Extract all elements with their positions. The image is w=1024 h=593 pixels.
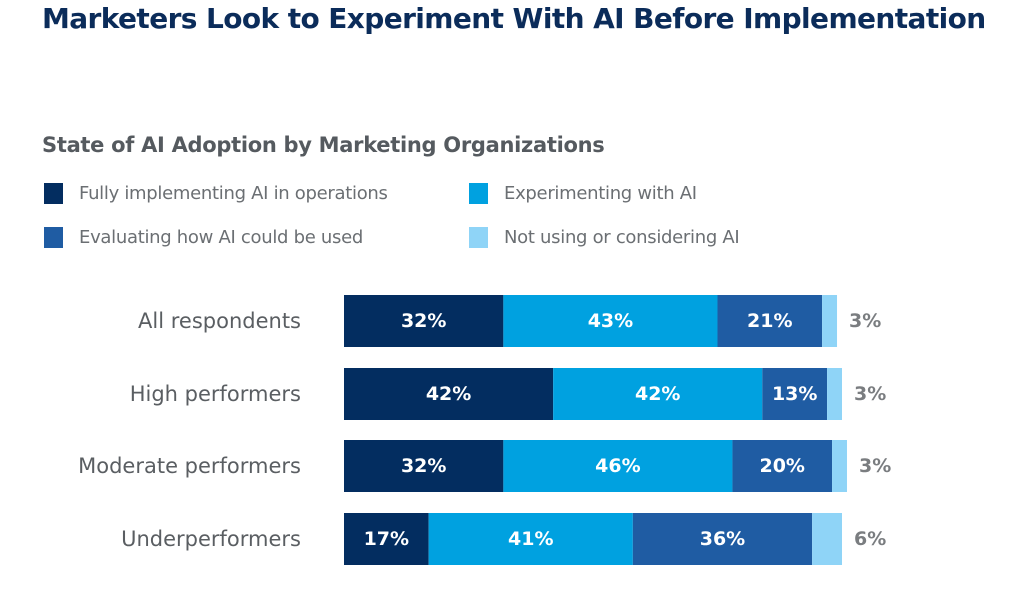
bar-segment-high-performers-experimenting-with-ai (553, 368, 763, 420)
data-label-underperformers-fully-implementing-ai-in-operations: 17% (364, 528, 409, 550)
data-label-high-performers-evaluating-how-ai-could-be-used: 13% (772, 383, 817, 405)
bar-segment-moderate-performers-evaluating-how-ai-could-be-used (732, 440, 833, 492)
bar-segment-all-respondents-evaluating-how-ai-could-be-used (717, 295, 823, 347)
legend-swatch-experimenting (469, 183, 488, 204)
data-label-all-respondents-not-using-or-considering-ai: 3% (849, 310, 881, 332)
bar-segment-underperformers-not-using-or-considering-ai (812, 513, 842, 565)
data-label-high-performers-experimenting-with-ai: 42% (635, 383, 680, 405)
data-label-moderate-performers-fully-implementing-ai-in-operations: 32% (401, 455, 446, 477)
bar-segment-high-performers-fully-implementing-ai-in-operations (344, 368, 554, 420)
legend-item-fully-implementing: Fully implementing AI in operations (44, 183, 388, 204)
bar-segment-underperformers-experimenting-with-ai (428, 513, 633, 565)
chart-title: State of AI Adoption by Marketing Organi… (42, 133, 605, 157)
data-label-underperformers-experimenting-with-ai: 41% (508, 528, 553, 550)
data-label-all-respondents-fully-implementing-ai-in-operations: 32% (401, 310, 446, 332)
bar-segment-all-respondents-not-using-or-considering-ai (822, 295, 838, 347)
legend-item-not-using: Not using or considering AI (469, 227, 740, 248)
bar-segment-all-respondents-fully-implementing-ai-in-operations (344, 295, 504, 347)
data-label-moderate-performers-evaluating-how-ai-could-be-used: 20% (759, 455, 804, 477)
legend-item-evaluating: Evaluating how AI could be used (44, 227, 363, 248)
data-label-high-performers-fully-implementing-ai-in-operations: 42% (426, 383, 471, 405)
legend-item-experimenting: Experimenting with AI (469, 183, 697, 204)
data-label-moderate-performers-not-using-or-considering-ai: 3% (859, 455, 891, 477)
bar-segment-high-performers-evaluating-how-ai-could-be-used (762, 368, 828, 420)
category-label-high-performers: High performers (130, 382, 301, 406)
legend-swatch-fully-implementing (44, 183, 63, 204)
category-label-all-respondents: All respondents (138, 309, 301, 333)
bar-segment-moderate-performers-experimenting-with-ai (503, 440, 733, 492)
bar-segment-moderate-performers-not-using-or-considering-ai (832, 440, 847, 492)
bar-segment-underperformers-evaluating-how-ai-could-be-used (632, 513, 813, 565)
category-label-moderate-performers: Moderate performers (78, 454, 301, 478)
data-label-underperformers-evaluating-how-ai-could-be-used: 36% (700, 528, 745, 550)
data-label-underperformers-not-using-or-considering-ai: 6% (854, 528, 886, 550)
legend-swatch-evaluating (44, 227, 63, 248)
bar-segment-all-respondents-experimenting-with-ai (503, 295, 718, 347)
bar-segment-high-performers-not-using-or-considering-ai (827, 368, 842, 420)
legend-label: Evaluating how AI could be used (79, 227, 363, 248)
data-label-moderate-performers-experimenting-with-ai: 46% (595, 455, 640, 477)
data-label-all-respondents-evaluating-how-ai-could-be-used: 21% (747, 310, 792, 332)
legend-label: Fully implementing AI in operations (79, 183, 388, 204)
bar-segment-moderate-performers-fully-implementing-ai-in-operations (344, 440, 504, 492)
data-label-all-respondents-experimenting-with-ai: 43% (588, 310, 633, 332)
bar-segment-underperformers-fully-implementing-ai-in-operations (344, 513, 429, 565)
category-label-underperformers: Underperformers (121, 527, 301, 551)
legend-label: Experimenting with AI (504, 183, 697, 204)
legend-label: Not using or considering AI (504, 227, 740, 248)
page-title: Marketers Look to Experiment With AI Bef… (42, 2, 986, 35)
data-label-high-performers-not-using-or-considering-ai: 3% (854, 383, 886, 405)
legend-swatch-not-using (469, 227, 488, 248)
